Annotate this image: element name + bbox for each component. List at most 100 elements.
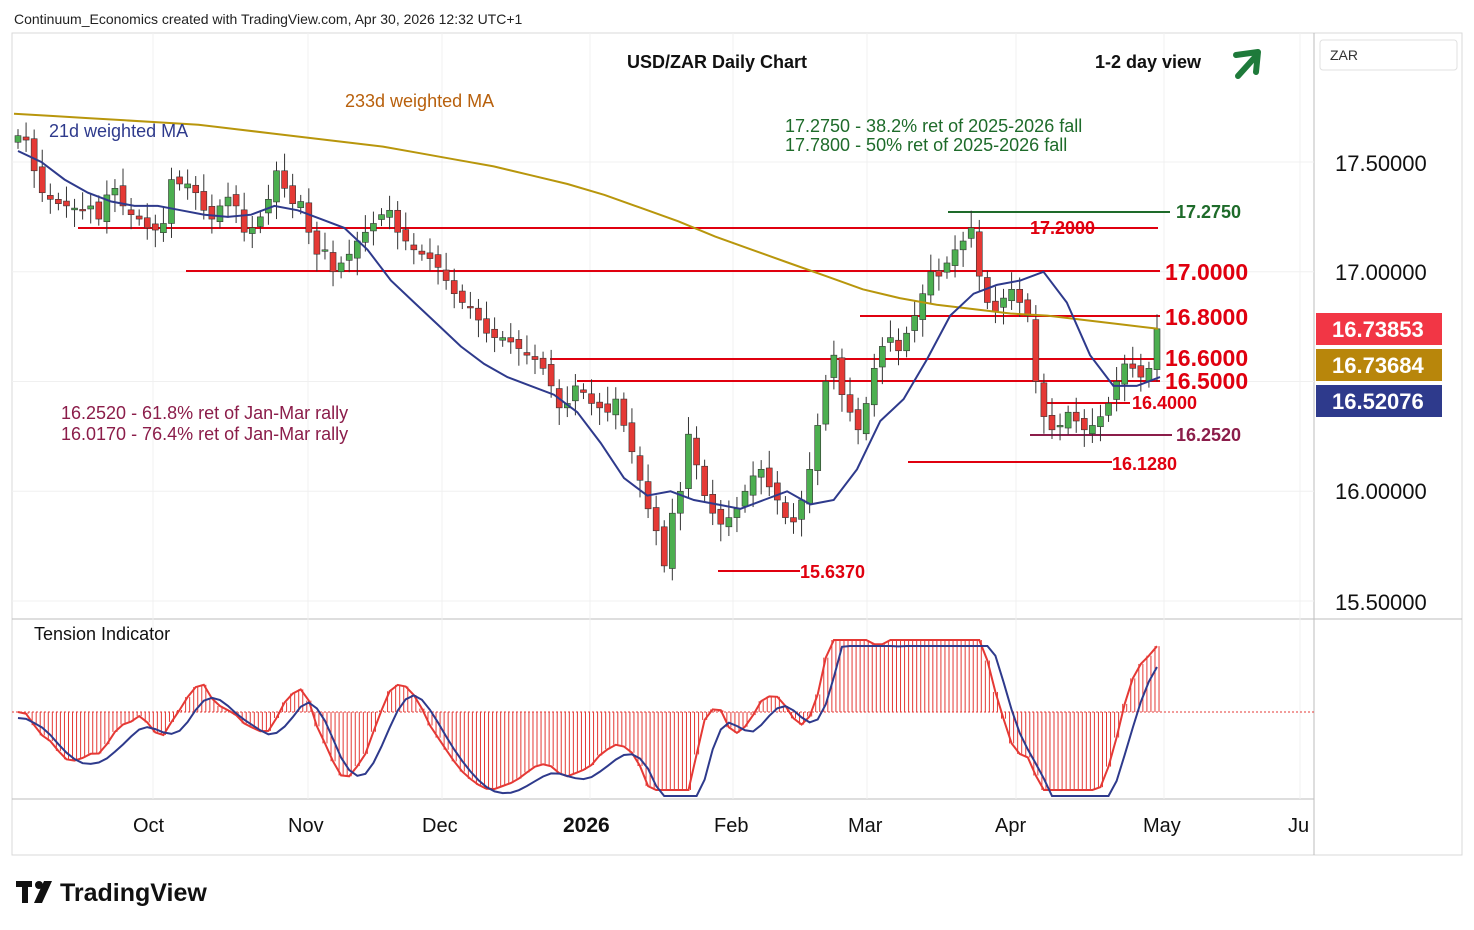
level-label-16-8000: 16.8000 xyxy=(1165,304,1248,330)
candle-body xyxy=(1048,415,1056,431)
time-tick-nov: Nov xyxy=(288,815,324,837)
candle-body xyxy=(386,209,393,218)
candle-body xyxy=(289,185,296,205)
candle-body xyxy=(1113,381,1120,400)
candle-body xyxy=(38,166,46,194)
level-label-16-5000: 16.5000 xyxy=(1165,368,1248,394)
candle-body xyxy=(184,183,191,189)
time-tick-jun: Ju xyxy=(1288,815,1309,837)
ma233-line xyxy=(13,112,1159,330)
view-label: 1-2 day view xyxy=(1095,52,1202,72)
candle-body xyxy=(1072,411,1080,422)
candle-body xyxy=(329,252,337,273)
candle-body xyxy=(652,507,660,532)
indicator-title: Tension Indicator xyxy=(34,624,170,644)
price-tick-16-00: 16.00000 xyxy=(1335,479,1427,504)
candle-body xyxy=(1105,403,1112,416)
candle-body xyxy=(152,223,159,231)
level-label-17-0000: 17.0000 xyxy=(1165,259,1248,285)
candle-body xyxy=(733,508,741,518)
candle-body xyxy=(757,468,765,478)
time-tick-mar: Mar xyxy=(848,815,883,837)
candle-body xyxy=(240,209,248,233)
candle-body xyxy=(79,209,86,212)
level-label-17-2000: 17.2000 xyxy=(1030,218,1095,238)
candle-body xyxy=(297,201,305,208)
candle-body xyxy=(63,200,70,207)
candle-body xyxy=(426,252,434,259)
fib-lower-annotation-2: 16.0170 - 76.4% ret of Jan-Mar rally xyxy=(61,424,348,444)
candle-body xyxy=(208,206,216,220)
candle-body xyxy=(547,364,555,387)
candle-body xyxy=(830,354,838,378)
candle-body xyxy=(1137,365,1145,378)
candle-body xyxy=(491,328,498,338)
candle-body xyxy=(935,270,943,277)
tradingview-logo-text: TradingView xyxy=(60,879,207,907)
candle-body xyxy=(1097,416,1104,428)
badge-last-price-text: 16.73853 xyxy=(1332,317,1424,342)
candle-body xyxy=(693,437,700,466)
candle-body xyxy=(854,409,862,431)
badge-ma21-text: 16.52076 xyxy=(1332,389,1424,414)
candle-body xyxy=(822,381,830,425)
candle-body xyxy=(160,223,167,233)
candle-body xyxy=(992,300,999,312)
candle-body xyxy=(943,262,951,273)
candle-body xyxy=(903,332,910,352)
time-tick-may: May xyxy=(1143,815,1181,837)
candle-body xyxy=(22,136,30,141)
candle-body xyxy=(677,490,684,514)
candle-body xyxy=(47,195,54,200)
candle-body xyxy=(71,207,78,211)
fib-upper-annotation-2: 17.7800 - 50% ret of 2025-2026 fall xyxy=(785,135,1067,155)
candle-body xyxy=(1024,299,1032,316)
level-label-16-4000: 16.4000 xyxy=(1132,393,1197,413)
candle-body xyxy=(604,403,611,413)
candle-body xyxy=(887,337,894,343)
time-tick-feb: Feb xyxy=(714,815,748,837)
support-resistance-levels xyxy=(78,211,1172,572)
candle-body xyxy=(119,185,127,207)
candle-body xyxy=(628,422,636,453)
candle-body xyxy=(596,401,603,409)
candle-body xyxy=(370,223,377,232)
candle-body xyxy=(168,179,175,224)
candle-body xyxy=(111,188,119,196)
candle-body xyxy=(919,293,927,320)
candle-body xyxy=(951,249,959,266)
candle-body xyxy=(774,482,781,501)
candle-body xyxy=(515,339,523,349)
price-axis: 17.50000 17.00000 16.00000 15.50000 xyxy=(1335,151,1427,615)
candle-body xyxy=(507,337,515,343)
candle-body xyxy=(143,217,151,229)
fib-lower-annotation-1: 16.2520 - 61.8% ret of Jan-Mar rally xyxy=(61,403,348,423)
candle-body xyxy=(967,227,975,239)
level-label-15-6370: 15.6370 xyxy=(800,562,865,582)
currency-box[interactable] xyxy=(1319,39,1458,71)
chart-frame xyxy=(11,32,1463,856)
candle-body xyxy=(814,425,822,471)
candle-body xyxy=(1121,363,1128,385)
candle-body xyxy=(402,229,410,242)
time-tick-2026: 2026 xyxy=(563,814,610,837)
candle-body xyxy=(224,196,232,207)
candle-body xyxy=(1032,319,1040,382)
candle-body xyxy=(450,280,458,294)
candle-body xyxy=(1129,363,1137,369)
candle-body xyxy=(200,191,208,211)
candle-body xyxy=(353,240,361,259)
candle-body xyxy=(765,467,773,488)
candle-body xyxy=(1016,289,1023,303)
time-tick-apr: Apr xyxy=(995,815,1026,837)
candle-body xyxy=(911,315,918,331)
candle-body xyxy=(321,249,329,252)
candle-body xyxy=(870,368,878,406)
candle-body xyxy=(281,170,288,189)
candle-body xyxy=(846,394,854,413)
candle-body xyxy=(176,176,183,185)
candle-body xyxy=(1040,382,1048,417)
candle-body xyxy=(232,194,240,207)
candle-body xyxy=(620,398,628,426)
